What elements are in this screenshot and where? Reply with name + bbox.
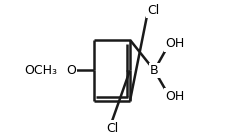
Text: OH: OH bbox=[165, 90, 184, 103]
Text: Cl: Cl bbox=[146, 4, 158, 17]
Text: Cl: Cl bbox=[105, 122, 117, 135]
Text: B: B bbox=[149, 64, 158, 77]
Text: O: O bbox=[65, 64, 75, 77]
Text: OH: OH bbox=[165, 37, 184, 50]
Text: OCH₃: OCH₃ bbox=[24, 64, 57, 77]
